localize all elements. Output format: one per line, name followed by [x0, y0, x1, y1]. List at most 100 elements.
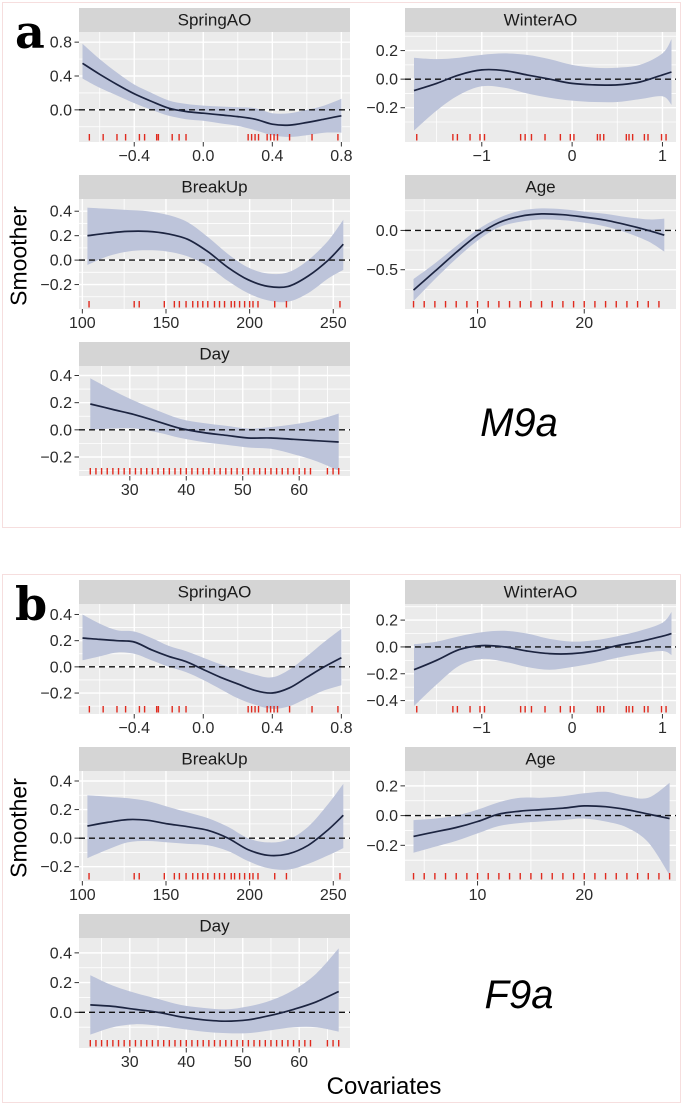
rug-marks	[412, 301, 660, 308]
rug-marks	[416, 134, 667, 141]
chart-grid-b: SpringAO −0.4 0.0 0.4 0.8 −0.2 0.0 0.2 0.4 Winte…	[33, 580, 679, 1076]
y-tick-label: 0.4	[50, 774, 72, 791]
smoother-line	[413, 805, 670, 838]
panel-a: a Smoother SpringAO −0.4 0.0 0.4 0.8 0.0 0.4 0.…	[2, 2, 681, 528]
y-axis-label-smoother-a: Smoother	[5, 206, 32, 306]
x-tick-label: 200	[236, 887, 263, 904]
x-tick-label: 50	[234, 1054, 252, 1071]
x-tick-label: 40	[177, 1054, 195, 1071]
y-tick-label: 0.4	[50, 368, 72, 385]
x-tick-label: 100	[69, 887, 96, 904]
facet-strip	[79, 8, 350, 32]
y-tick-label: 0.4	[50, 69, 72, 86]
x-tick-label: 0.4	[261, 148, 283, 165]
model-label-m9a: M9a	[480, 400, 558, 445]
x-tick-label: 150	[153, 887, 180, 904]
rug-marks	[89, 468, 340, 475]
chart-b-springao: SpringAO −0.4 0.0 0.4 0.8 −0.2 0.0 0.2 0.4	[40, 580, 353, 737]
rug-marks	[412, 873, 671, 880]
y-tick-label: −0.4	[366, 693, 398, 710]
rug-marks	[89, 1040, 340, 1047]
plot-area	[79, 604, 350, 714]
smoother-line	[82, 62, 342, 127]
x-tick-label: 30	[121, 1054, 139, 1071]
subplot-b-springao: SpringAO −0.4 0.0 0.4 0.8 −0.2 0.0 0.2 0.4	[33, 580, 353, 742]
smoother-line	[90, 990, 340, 1023]
y-tick-label: 0.0	[50, 102, 72, 119]
x-tick-label: 20	[575, 315, 593, 332]
subplot-b-breakup: BreakUp 100 150 200 250 −0.2 0.0 0.2 0.4	[33, 747, 353, 909]
y-tick-label: 0.2	[376, 43, 398, 60]
confidence-ribbon	[90, 948, 339, 1035]
rug-marks	[88, 706, 339, 713]
x-tick-label: 250	[320, 887, 347, 904]
subplot-a-springao: SpringAO −0.4 0.0 0.4 0.8 0.0 0.4 0.8	[33, 8, 353, 170]
panel-letter-a: a	[15, 5, 45, 59]
facet-title: SpringAO	[178, 11, 252, 30]
y-tick-label: 0.2	[50, 802, 72, 819]
subplot-b-day: Day 30 40 50 60 0.0 0.2 0.4	[33, 914, 353, 1076]
facet-strip	[79, 580, 350, 604]
smoother-line	[413, 68, 672, 92]
y-tick-label: −0.2	[366, 666, 398, 683]
chart-a-breakup: BreakUp 100 150 200 250 −0.2 0.0 0.2 0.4	[40, 175, 350, 332]
facet-title: Day	[199, 345, 230, 364]
x-tick-label: 0.8	[330, 720, 352, 737]
y-tick-label: −0.2	[40, 449, 72, 466]
facet-strip	[79, 342, 350, 366]
plot-area	[405, 604, 676, 714]
x-tick-label: 250	[320, 315, 347, 332]
rug-marks	[416, 706, 667, 713]
smoother-line	[413, 632, 672, 671]
y-tick-label: 0.4	[50, 607, 72, 624]
facet-title: BreakUp	[181, 750, 247, 769]
subplot-a-breakup: BreakUp 100 150 200 250 −0.2 0.0 0.2 0.4	[33, 175, 353, 337]
y-tick-label: 0.0	[376, 223, 398, 240]
rug-marks	[88, 301, 341, 308]
subplot-a-age: Age 10 20 −0.5 0.0	[359, 175, 679, 337]
smoother-line	[82, 637, 342, 694]
x-tick-label: −1	[473, 720, 491, 737]
y-tick-label: −0.5	[366, 262, 398, 279]
facet-title: SpringAO	[178, 583, 252, 602]
y-tick-label: 0.0	[50, 253, 72, 270]
y-tick-label: 0.0	[376, 639, 398, 656]
y-tick-label: 0.0	[50, 659, 72, 676]
plot-area	[79, 938, 350, 1048]
smoother-line	[87, 814, 344, 857]
x-tick-label: 10	[469, 887, 487, 904]
confidence-ribbon	[82, 614, 342, 709]
x-tick-label: 40	[177, 482, 195, 499]
x-tick-label: 1	[658, 148, 667, 165]
facet-strip	[405, 175, 676, 199]
y-tick-label: 0.8	[50, 35, 72, 52]
chart-a-springao: SpringAO −0.4 0.0 0.4 0.8 0.0 0.4 0.8	[50, 8, 353, 165]
y-tick-label: 0.2	[50, 633, 72, 650]
facet-strip	[79, 175, 350, 199]
x-tick-label: 0.0	[192, 720, 214, 737]
subplot-a-day: Day 30 40 50 60 −0.2 0.0 0.2 0.4	[33, 342, 353, 504]
facet-title: Age	[525, 750, 555, 769]
plot-area	[79, 366, 350, 476]
y-tick-label: 0.0	[376, 72, 398, 89]
x-tick-label: 10	[469, 315, 487, 332]
confidence-ribbon	[413, 208, 665, 302]
model-label-cell-a: M9a	[359, 342, 679, 504]
x-tick-label: 1	[658, 720, 667, 737]
y-tick-label: 0.2	[50, 395, 72, 412]
facet-strip	[79, 914, 350, 938]
x-tick-label: 30	[121, 482, 139, 499]
y-tick-label: −0.2	[366, 100, 398, 117]
x-tick-label: 50	[234, 482, 252, 499]
x-tick-label: −1	[473, 148, 491, 165]
x-tick-label: 0.0	[192, 148, 214, 165]
x-tick-label: 200	[236, 315, 263, 332]
chart-b-winterao: WinterAO −1 0 1 −0.4 −0.2 0.0 0.2	[366, 580, 676, 737]
plot-area	[405, 199, 676, 309]
y-tick-label: 0.4	[50, 945, 72, 962]
facet-strip	[405, 747, 676, 771]
y-axis-label-smoother-b: Smoother	[5, 778, 32, 878]
subplot-b-winterao: WinterAO −1 0 1 −0.4 −0.2 0.0 0.2	[359, 580, 679, 742]
x-tick-label: −0.4	[118, 148, 150, 165]
